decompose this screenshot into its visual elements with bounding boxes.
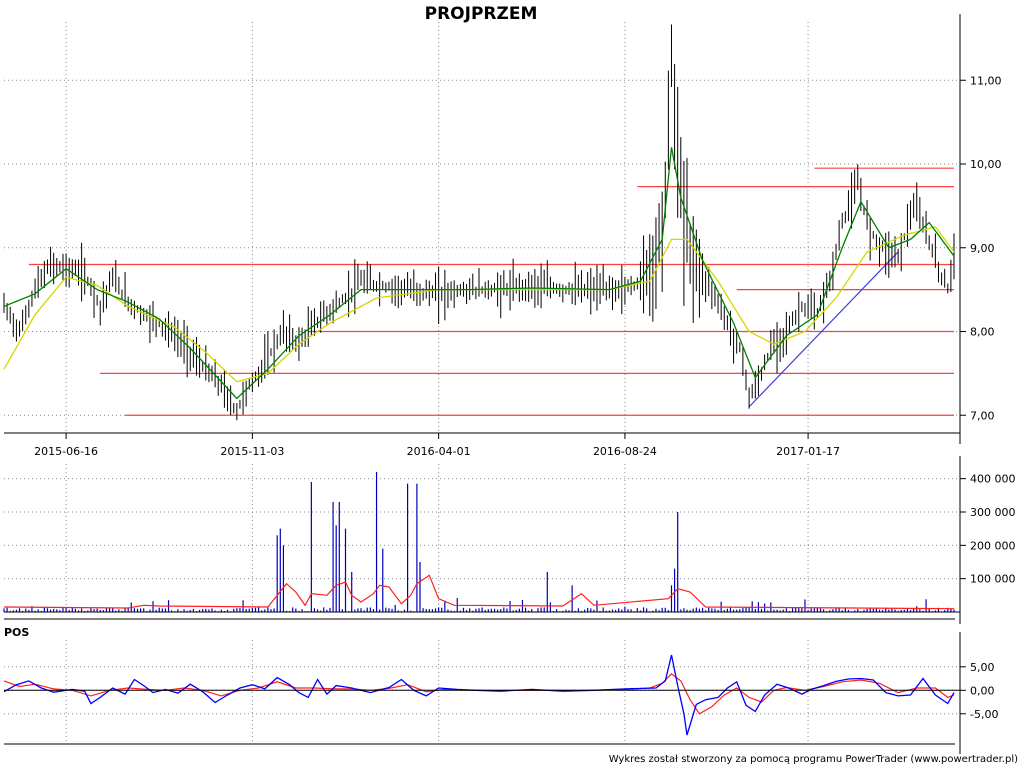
price-ytick-label-0: 7,00 bbox=[970, 409, 995, 422]
price-moving-average-long bbox=[3, 226, 955, 383]
oscillator-ytick-label-1: 0,00 bbox=[970, 684, 995, 697]
volume-ytick-label-2: 300 000 bbox=[970, 506, 1016, 519]
volume-ytick-label-0: 100 000 bbox=[970, 573, 1016, 586]
price-xtick-label-0: 2015-06-16 bbox=[34, 445, 98, 458]
price-xtick-label-4: 2017-01-17 bbox=[776, 445, 840, 458]
volume-panel: 100 000 200 000 300 000 400 000 bbox=[3, 456, 1016, 624]
volume-moving-average bbox=[3, 574, 955, 610]
oscillator-ytick-label-0: 5,00 bbox=[970, 661, 995, 674]
price-xtick-label-2: 2016-04-01 bbox=[407, 445, 471, 458]
price-moving-average-short bbox=[3, 147, 955, 400]
price-ytick-label-2: 9,00 bbox=[970, 242, 995, 255]
volume-ytick-label-3: 400 000 bbox=[970, 473, 1016, 486]
price-ytick-label-1: 8,00 bbox=[970, 326, 995, 339]
volume-ytick-label-1: 200 000 bbox=[970, 539, 1016, 552]
trendline bbox=[748, 251, 899, 408]
chart-title: PROJPRZEM bbox=[425, 4, 538, 24]
oscillator-ytick-label-2: -5,00 bbox=[970, 708, 998, 721]
oscillator-panel: POS 5,00 0,00 -5,00 bbox=[3, 626, 998, 754]
price-ytick-label-4: 11,00 bbox=[970, 74, 1002, 87]
price-xtick-label-3: 2016-08-24 bbox=[593, 445, 657, 458]
price-xtick-label-1: 2015-11-03 bbox=[220, 445, 284, 458]
oscillator-title: POS bbox=[4, 626, 29, 639]
price-panel: 7,00 8,00 9,00 10,00 11,00 2015-06-16 2015-11-… bbox=[3, 14, 1002, 458]
price-ytick-label-3: 10,00 bbox=[970, 158, 1002, 171]
footer-credit: Wykres został stworzony za pomocą progra… bbox=[609, 754, 1018, 765]
